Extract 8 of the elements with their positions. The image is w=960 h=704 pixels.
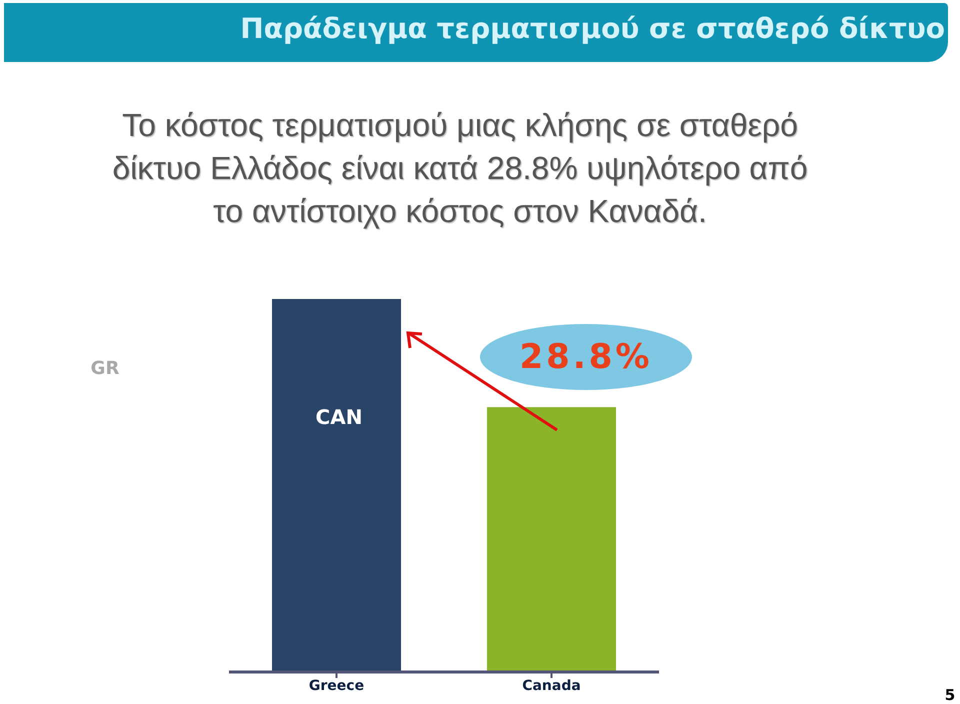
x-tick-label: Greece xyxy=(308,678,364,694)
chart-title: Παράδειγμα τερματισμού σε σταθερό δίκτυο xyxy=(239,12,945,45)
annotation: CAN xyxy=(314,405,364,429)
text: 5 xyxy=(944,686,956,704)
chart-subtitle: Το κόστος τερματισμού μιας κλήσης σε σταθερό δίκτυο Ελλάδος είναι κατά 28.8% υψηλότερο από το αντίστοιχο κόστος στον Καναδά. xyxy=(111,106,809,231)
annotation: 28.8% xyxy=(480,324,692,390)
text: GR xyxy=(90,358,120,379)
x-tick-label: Canada xyxy=(522,678,581,694)
